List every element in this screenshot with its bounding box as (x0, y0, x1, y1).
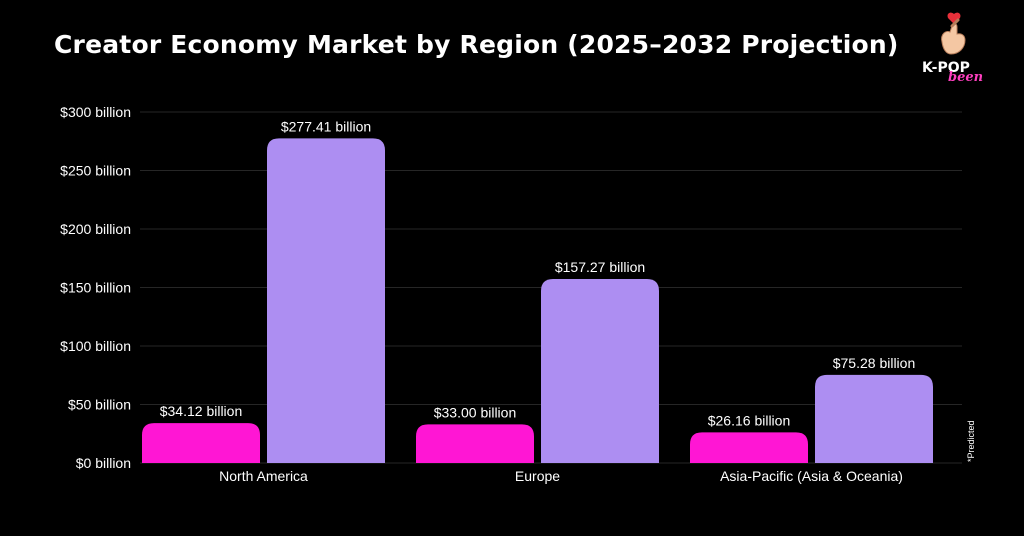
predicted-footnote: *Predicted (966, 420, 976, 462)
bar-second-1 (541, 278, 659, 463)
data-label: $26.16 billion (708, 412, 791, 428)
y-tick-label: $100 billion (60, 338, 131, 354)
bar-second-0 (267, 138, 385, 463)
x-category-label: Asia-Pacific (Asia & Oceania) (720, 468, 903, 484)
bar-second-2 (815, 374, 933, 463)
y-tick-label: $0 billion (76, 455, 131, 471)
bars: $34.12 billion $277.41 billion $33.00 bill… (142, 118, 933, 463)
bar-first-1 (416, 424, 534, 463)
data-label: $33.00 billion (434, 404, 517, 420)
y-tick-label: $250 billion (60, 163, 131, 179)
finger-heart-hand-icon (941, 12, 966, 55)
logo-kpop-text: K-POP (922, 60, 970, 76)
y-tick-label: $300 billion (60, 104, 131, 120)
x-axis: North America Europe Asia-Pacific (Asia & … (219, 468, 903, 484)
y-axis: $0 billion $50 billion $100 billion $150 bi… (60, 104, 131, 471)
y-tick-label: $200 billion (60, 221, 131, 237)
data-label: $277.41 billion (281, 118, 371, 134)
y-tick-label: $50 billion (68, 397, 131, 413)
data-label: $157.27 billion (555, 259, 645, 275)
x-category-label: North America (219, 468, 308, 484)
brand-logo: K-POP been (920, 12, 990, 86)
logo-been-text: been (948, 70, 984, 85)
bar-first-2 (690, 432, 808, 463)
x-category-label: Europe (515, 468, 560, 484)
data-label: $34.12 billion (160, 403, 243, 419)
data-label: $75.28 billion (833, 355, 916, 371)
bar-first-0 (142, 423, 260, 463)
chart-title: Creator Economy Market by Region (2025–2… (54, 30, 899, 59)
y-tick-label: $150 billion (60, 280, 131, 296)
